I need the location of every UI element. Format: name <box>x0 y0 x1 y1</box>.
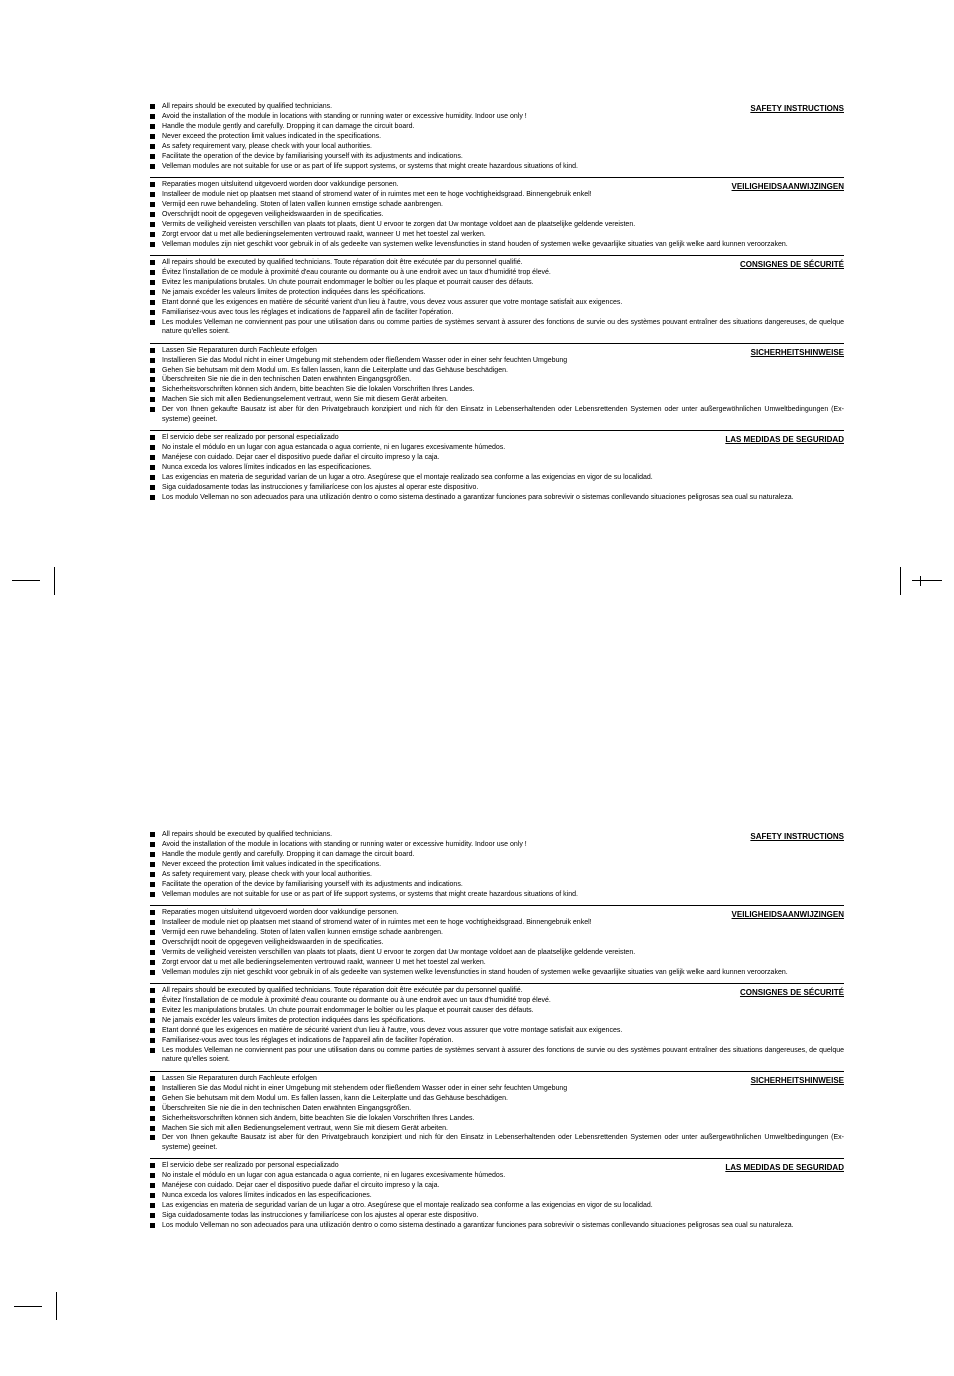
bullet-list: All repairs should be executed by qualif… <box>150 258 844 337</box>
bullet-item: All repairs should be executed by qualif… <box>150 830 844 839</box>
bullet-item: All repairs should be executed by qualif… <box>150 102 844 111</box>
bullet-item: Never exceed the protection limit values… <box>150 860 844 869</box>
bullet-item: Lassen Sie Reparaturen durch Fachleute e… <box>150 1074 844 1083</box>
bullet-item: Évitez l'installation de ce module à pro… <box>150 996 844 1005</box>
bullet-item: Facilitate the operation of the device b… <box>150 880 844 889</box>
crop-marks-mid <box>0 568 954 608</box>
bullet-item: Evitez les manipulations brutales. Un ch… <box>150 1006 844 1015</box>
bullet-item: Las exigencias en materia de seguridad v… <box>150 1201 844 1210</box>
bullet-item: Vermits de veiligheid vereisten verschil… <box>150 948 844 957</box>
bullet-item: Gehen Sie behutsam mit dem Modul um. Es … <box>150 366 844 375</box>
bullet-list: El servicio debe ser realizado por perso… <box>150 433 844 502</box>
bullet-list: Reparaties mogen uitsluitend uitgevoerd … <box>150 908 844 977</box>
bullet-item: Handle the module gently and carefully. … <box>150 850 844 859</box>
bullet-list: Lassen Sie Reparaturen durch Fachleute e… <box>150 346 844 425</box>
bullet-item: Velleman modules are not suitable for us… <box>150 162 844 171</box>
bullet-item: Les modules Velleman ne conviennent pas … <box>150 1046 844 1065</box>
bullet-item: Siga cuidadosamente todas las instruccio… <box>150 483 844 492</box>
bullet-item: Ne jamais excéder les valeurs limites de… <box>150 1016 844 1025</box>
lang-block: LAS MEDIDAS DE SEGURIDADEl servicio debe… <box>150 430 844 502</box>
bullet-item: Machen Sie sich mit allen Bedienungselem… <box>150 1124 844 1133</box>
bullet-item: All repairs should be executed by qualif… <box>150 258 844 267</box>
bullet-item: Reparaties mogen uitsluitend uitgevoerd … <box>150 908 844 917</box>
bullet-item: El servicio debe ser realizado por perso… <box>150 433 844 442</box>
bullet-item: Nunca exceda los valores límites indicad… <box>150 463 844 472</box>
bullet-item: Facilitate the operation of the device b… <box>150 152 844 161</box>
lang-block: LAS MEDIDAS DE SEGURIDADEl servicio debe… <box>150 1158 844 1230</box>
bullet-item: Zorgt ervoor dat u met alle bedieningsel… <box>150 958 844 967</box>
bullet-item: Installieren Sie das Modul nicht in eine… <box>150 356 844 365</box>
bullet-item: Familiarisez-vous avec tous les réglages… <box>150 308 844 317</box>
bullet-item: Never exceed the protection limit values… <box>150 132 844 141</box>
bullet-item: Nunca exceda los valores límites indicad… <box>150 1191 844 1200</box>
lang-block: VEILIGHEIDSAANWIJZINGENReparaties mogen … <box>150 905 844 977</box>
bullet-item: Évitez l'installation de ce module à pro… <box>150 268 844 277</box>
bullet-item: Avoid the installation of the module in … <box>150 840 844 849</box>
bullet-item: Der von Ihnen gekaufte Bausatz ist aber … <box>150 405 844 424</box>
bullet-list: Reparaties mogen uitsluitend uitgevoerd … <box>150 180 844 249</box>
bullet-item: Las exigencias en materia de seguridad v… <box>150 473 844 482</box>
lang-block: SAFETY INSTRUCTIONSAll repairs should be… <box>150 100 844 171</box>
bullet-item: Installeer de module niet op plaatsen me… <box>150 918 844 927</box>
lang-block: SICHERHEITSHINWEISELassen Sie Reparature… <box>150 1071 844 1153</box>
bullet-list: Lassen Sie Reparaturen durch Fachleute e… <box>150 1074 844 1153</box>
bullet-item: Evitez les manipulations brutales. Un ch… <box>150 278 844 287</box>
bullet-item: Velleman modules zijn niet geschikt voor… <box>150 968 844 977</box>
bullet-item: Sicherheitsvorschriften können sich ände… <box>150 385 844 394</box>
bullet-item: Zorgt ervoor dat u met alle bedieningsel… <box>150 230 844 239</box>
bullet-item: No instale el módulo en un lugar con agu… <box>150 1171 844 1180</box>
bullet-item: Los modulo Velleman no son adecuados par… <box>150 493 844 502</box>
bullet-item: Siga cuidadosamente todas las instruccio… <box>150 1211 844 1220</box>
bullet-item: Etant donné que les exigences en matière… <box>150 1026 844 1035</box>
bullet-item: Machen Sie sich mit allen Bedienungselem… <box>150 395 844 404</box>
bullet-item: Vermijd een ruwe behandeling. Stoten of … <box>150 928 844 937</box>
bullet-list: All repairs should be executed by qualif… <box>150 102 844 171</box>
bullet-item: Manéjese con cuidado. Dejar caer el disp… <box>150 453 844 462</box>
bullet-list: El servicio debe ser realizado por perso… <box>150 1161 844 1230</box>
bullet-item: Überschreiten Sie nie die in den technis… <box>150 375 844 384</box>
bullet-item: Vermits de veiligheid vereisten verschil… <box>150 220 844 229</box>
lang-block: VEILIGHEIDSAANWIJZINGENReparaties mogen … <box>150 177 844 249</box>
bullet-item: Installieren Sie das Modul nicht in eine… <box>150 1084 844 1093</box>
bullet-item: Überschreiten Sie nie die in den technis… <box>150 1104 844 1113</box>
safety-page-top: SAFETY INSTRUCTIONSAll repairs should be… <box>0 100 954 568</box>
bullet-item: All repairs should be executed by qualif… <box>150 986 844 995</box>
bullet-item: Lassen Sie Reparaturen durch Fachleute e… <box>150 346 844 355</box>
bullet-item: Les modules Velleman ne conviennent pas … <box>150 318 844 337</box>
lang-block: SAFETY INSTRUCTIONSAll repairs should be… <box>150 828 844 899</box>
bullet-list: All repairs should be executed by qualif… <box>150 986 844 1065</box>
lang-block: CONSIGNES DE SÉCURITÉAll repairs should … <box>150 983 844 1065</box>
bullet-item: As safety requirement vary, please check… <box>150 870 844 879</box>
bullet-item: Etant donné que les exigences en matière… <box>150 298 844 307</box>
bullet-item: No instale el módulo en un lugar con agu… <box>150 443 844 452</box>
bullet-item: As safety requirement vary, please check… <box>150 142 844 151</box>
bullet-item: El servicio debe ser realizado por perso… <box>150 1161 844 1170</box>
bullet-item: Reparaties mogen uitsluitend uitgevoerd … <box>150 180 844 189</box>
crop-marks-bottom <box>0 1296 954 1336</box>
bullet-item: Vermijd een ruwe behandeling. Stoten of … <box>150 200 844 209</box>
lang-block: CONSIGNES DE SÉCURITÉAll repairs should … <box>150 255 844 337</box>
bullet-item: Ne jamais excéder les valeurs limites de… <box>150 288 844 297</box>
bullet-item: Der von Ihnen gekaufte Bausatz ist aber … <box>150 1133 844 1152</box>
bullet-item: Velleman modules zijn niet geschikt voor… <box>150 240 844 249</box>
bullet-item: Los modulo Velleman no son adecuados par… <box>150 1221 844 1230</box>
bullet-item: Gehen Sie behutsam mit dem Modul um. Es … <box>150 1094 844 1103</box>
bullet-item: Handle the module gently and carefully. … <box>150 122 844 131</box>
lang-block: SICHERHEITSHINWEISELassen Sie Reparature… <box>150 343 844 425</box>
bullet-item: Installeer de module niet op plaatsen me… <box>150 190 844 199</box>
bullet-item: Manéjese con cuidado. Dejar caer el disp… <box>150 1181 844 1190</box>
bullet-item: Sicherheitsvorschriften können sich ände… <box>150 1114 844 1123</box>
bullet-item: Overschrijdt nooit de opgegeven veilighe… <box>150 938 844 947</box>
bullet-item: Overschrijdt nooit de opgegeven veilighe… <box>150 210 844 219</box>
safety-page-bottom: SAFETY INSTRUCTIONSAll repairs should be… <box>0 828 954 1296</box>
bullet-item: Avoid the installation of the module in … <box>150 112 844 121</box>
bullet-item: Velleman modules are not suitable for us… <box>150 890 844 899</box>
bullet-item: Familiarisez-vous avec tous les réglages… <box>150 1036 844 1045</box>
bullet-list: All repairs should be executed by qualif… <box>150 830 844 899</box>
